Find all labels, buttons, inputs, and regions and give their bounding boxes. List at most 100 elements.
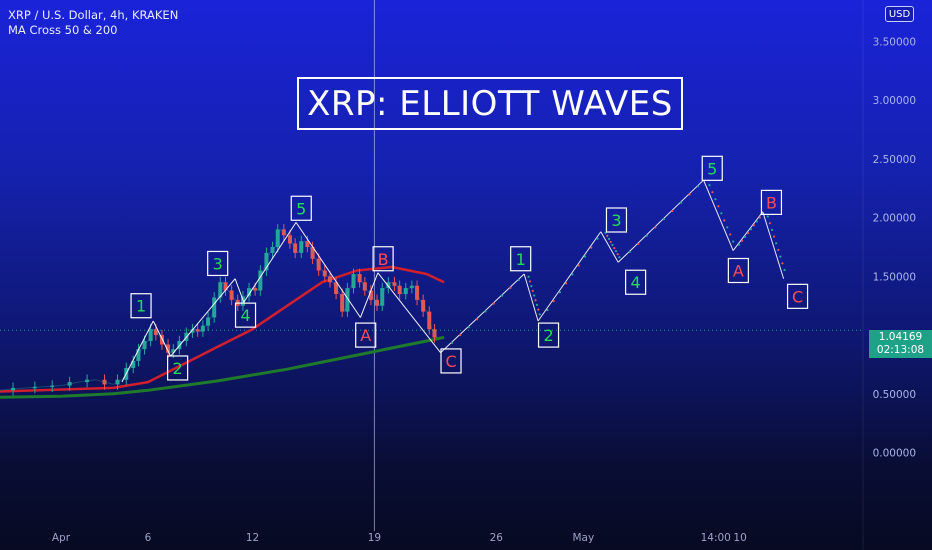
projection-dot (538, 313, 541, 316)
candle-body (131, 360, 136, 368)
x-tick-label: May (573, 532, 595, 544)
projection-dot (484, 310, 487, 313)
projection-dot (614, 250, 618, 253)
projection-dot (671, 209, 674, 213)
indicator-label[interactable]: MA Cross 50 & 200 (8, 23, 118, 37)
x-tick-label: 26 (490, 532, 504, 544)
candle-body (11, 387, 16, 391)
candle-body (258, 270, 263, 291)
projection-dot (766, 215, 769, 218)
projection-dot (558, 291, 562, 294)
projection-dot (637, 242, 640, 245)
wave-label-box (760, 189, 783, 215)
x-tick-label: 19 (368, 532, 381, 544)
projection-dot (527, 275, 530, 278)
wave-label: 2 (537, 322, 560, 348)
candle-body (310, 247, 315, 259)
projection-dot (779, 255, 782, 258)
candle-body (102, 379, 107, 385)
y-tick-label: 3.50000 (873, 36, 916, 48)
currency-button[interactable]: USD (885, 6, 914, 22)
wave-label-box (290, 195, 312, 221)
projection-dot (450, 341, 454, 344)
wave-segment (600, 231, 619, 263)
candle-body (159, 335, 164, 345)
wave-label-box (372, 246, 394, 272)
candle-body (85, 379, 90, 383)
wave-segment (537, 231, 602, 322)
wave-label-text: 1 (516, 250, 526, 269)
projection-dot (475, 318, 479, 321)
candle-body (345, 288, 350, 312)
projection-dot (729, 233, 732, 236)
projection-dot (749, 228, 753, 231)
projection-dot (781, 262, 784, 265)
projection-dot (509, 286, 512, 289)
candle-body (190, 329, 195, 333)
projection-dot (565, 282, 568, 285)
wave-segment (762, 211, 785, 279)
wave-label-box (440, 348, 462, 374)
candle-body (397, 285, 402, 294)
projection-dot (459, 333, 462, 337)
wave-label-text: C (792, 287, 803, 306)
y-tick-label: 1.50000 (873, 271, 916, 283)
projection-dot (467, 326, 470, 329)
wave-label-text: 4 (631, 273, 641, 292)
projection-dot (571, 273, 574, 276)
projection-dot (662, 218, 665, 221)
candle-body (32, 386, 37, 389)
wave-label-box (355, 322, 377, 348)
wave-label: A (355, 322, 377, 348)
projection-dot (732, 240, 735, 243)
wave-segment (170, 278, 236, 357)
candle-body (340, 293, 345, 312)
wave-label-box (786, 283, 809, 309)
y-tick-label: 0.50000 (873, 389, 916, 401)
candle-body (50, 385, 55, 388)
x-tick-label: 14:00 (701, 532, 731, 544)
candle-body (67, 382, 72, 386)
last-price-tag: 1.04169 02:13:08 (869, 330, 932, 358)
candle-body (195, 329, 200, 332)
wave-label-text: 4 (240, 306, 250, 325)
projection-dot (577, 264, 580, 267)
wave-label: 5 (290, 195, 312, 221)
wave-segment (243, 222, 297, 303)
x-tick-label: Apr (52, 532, 71, 544)
candle-body (375, 299, 380, 306)
projection-dot (531, 289, 534, 292)
candle-body (409, 285, 414, 289)
wave-label-text: A (733, 262, 744, 281)
x-tick-label: 10 (733, 532, 746, 544)
wave-label-text: 3 (611, 211, 621, 230)
candle-body (136, 349, 141, 361)
last-price-value: 1.04169 (878, 331, 923, 343)
candle-body (368, 290, 373, 300)
candle-body (212, 297, 217, 318)
wave-label-text: 2 (543, 326, 553, 345)
candle-body (421, 299, 426, 312)
projection-dot (535, 303, 539, 307)
wave-label-box (537, 322, 560, 348)
projection-dot (590, 246, 593, 249)
projection-dot (746, 231, 750, 235)
wave-label: B (760, 189, 783, 215)
wave-segment (121, 320, 154, 383)
projection-dot (714, 198, 717, 201)
candle-body (166, 344, 171, 353)
candle-body (362, 282, 367, 291)
y-tick-label: 0.00000 (873, 448, 916, 460)
wave-label-text: 5 (296, 199, 306, 218)
projection-dot (770, 228, 774, 231)
candle-body (229, 290, 234, 300)
candle-body (206, 317, 211, 326)
projection-dot (783, 268, 786, 272)
projection-dot (607, 237, 611, 241)
wave-label-box (510, 246, 532, 272)
candle-body (305, 241, 310, 248)
wave-segment (703, 179, 734, 251)
ma200-line (0, 335, 445, 399)
wave-label-text: C (445, 352, 456, 371)
